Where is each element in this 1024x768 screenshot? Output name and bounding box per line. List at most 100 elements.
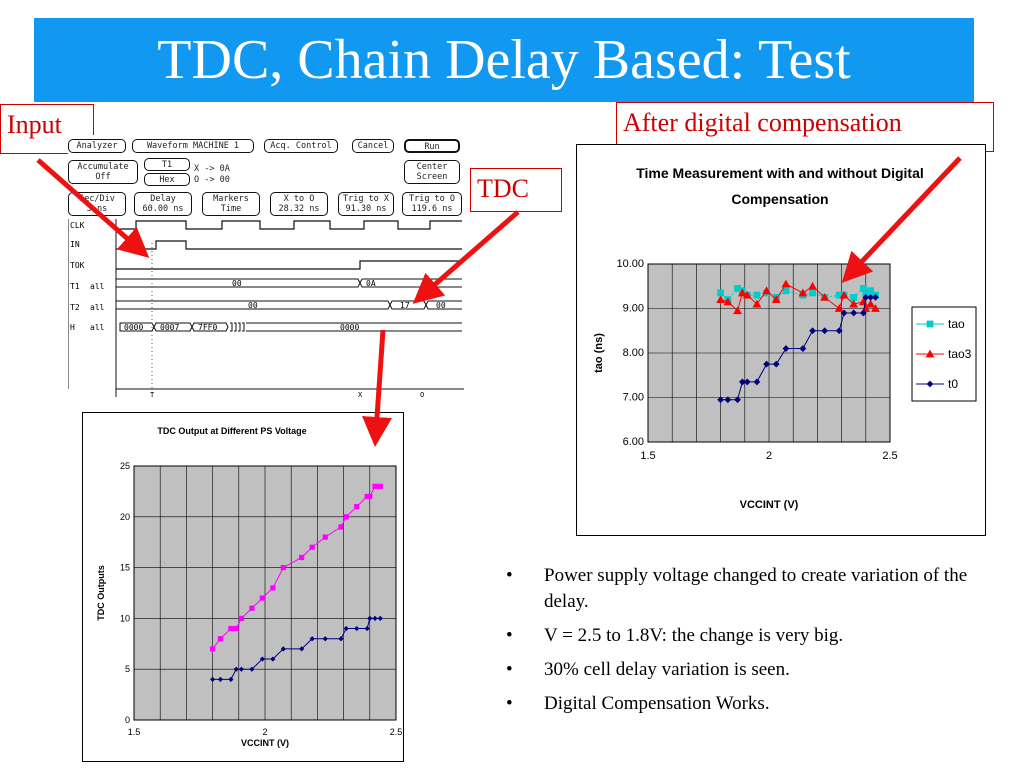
waveform-machine-button[interactable]: Waveform MACHINE 1	[132, 139, 254, 153]
signal-label-in: IN	[70, 240, 80, 249]
trig-to-o-label: Trig to O	[408, 194, 456, 204]
chart2-point-t0	[850, 309, 858, 317]
hex-select[interactable]: Hex	[144, 173, 190, 186]
chart2-legend-marker	[926, 320, 934, 328]
chart1-ytick-label: 10	[120, 613, 130, 623]
chart1-ytick-label: 20	[120, 512, 130, 522]
bullet-dot: •	[506, 625, 513, 646]
cancel-button[interactable]: Cancel	[352, 139, 394, 153]
center-screen-button[interactable]: Center Screen	[404, 160, 460, 184]
chart2-xtick-label: 2	[766, 450, 772, 462]
bullet-item: • 30% cell delay variation is seen.	[500, 657, 1000, 683]
chart1-ytick-label: 5	[125, 664, 130, 674]
trig-to-x-label: Trig to X	[342, 194, 390, 204]
chart1-xlabel: VCCINT (V)	[241, 738, 289, 748]
acq-control-button[interactable]: Acq. Control	[264, 139, 338, 153]
chart2-legend-marker	[925, 349, 935, 358]
chart1-point-n2	[228, 625, 234, 632]
chart2-legend-label: tao3	[948, 347, 972, 361]
h-value-b: 0007	[160, 323, 179, 332]
chart1-point-n2	[249, 605, 255, 611]
x-to-o-button[interactable]: X to O 28.32 ns	[270, 192, 328, 216]
chart2-point-tao3	[871, 304, 880, 312]
t1-select[interactable]: T1	[144, 158, 190, 171]
chart2-ytick-label: 6.00	[623, 436, 644, 448]
chart2-point-tao3	[737, 288, 747, 297]
chart2-point-tao	[809, 289, 816, 297]
chart2-legend-marker	[926, 380, 934, 388]
trig-to-x-button[interactable]: Trig to X 91.30 ns	[338, 192, 394, 216]
delay-button[interactable]: Delay 60.00 ns	[134, 192, 192, 216]
chart2-point-t0	[840, 309, 848, 317]
chart2-point-tao3	[752, 299, 762, 308]
sec-div-label: Sec/Div	[79, 194, 115, 204]
signal-label-t2: T2	[70, 303, 80, 312]
chart2-ytick-label: 10.00	[616, 258, 644, 270]
markers-button[interactable]: Markers Time	[202, 192, 260, 216]
logic-analyzer-screen: Analyzer Waveform MACHINE 1 Acq. Control…	[68, 135, 464, 397]
chart1-xtick-label: 1.5	[128, 727, 141, 737]
chart1-point-N1	[217, 676, 224, 682]
h-bus	[119, 322, 462, 332]
chart2-point-tao3	[858, 297, 868, 306]
callout-input: Input	[0, 104, 94, 154]
chart1-ylabel: TDC Outputs	[96, 565, 106, 621]
callout-tdc: TDC	[470, 168, 562, 212]
bullet-dot: •	[506, 693, 513, 714]
chart2-point-t0	[743, 378, 751, 386]
o-marker: O	[420, 391, 424, 397]
t1-value-a: 00	[232, 279, 242, 288]
chart1-point-n2	[354, 504, 360, 510]
chart1-ytick-label: 0	[125, 715, 130, 725]
signal-label-clk: CLK	[70, 221, 85, 230]
chart2-legend-label: t0	[948, 377, 958, 391]
chart2-point-tao	[862, 289, 870, 297]
chart2-point-tao3	[733, 306, 742, 315]
chart1-point-n2	[217, 636, 224, 642]
chart1-ytick-label: 15	[120, 563, 130, 573]
chart2-point-tao3	[716, 295, 725, 303]
h-value-c: 7FF0	[198, 323, 217, 332]
bullet-text: 30% cell delay variation is seen.	[544, 659, 790, 680]
waveform-display: CLK IN TOK T1 all T2 all H all 00 0A 00 …	[68, 219, 464, 397]
chart1-point-N1	[372, 615, 378, 621]
bullet-dot: •	[506, 565, 513, 586]
delay-value: 60.00 ns	[142, 204, 184, 214]
marker-o-readout: O -> 00	[194, 175, 230, 185]
t2-value-a: 00	[248, 301, 258, 310]
chart1-point-N1	[238, 666, 245, 672]
chart2-ytick-label: 7.00	[623, 392, 644, 404]
chart2-point-t0	[753, 378, 761, 386]
sec-div-button[interactable]: Sec/Div 5 ns	[68, 192, 126, 216]
chart1-point-N1	[249, 666, 255, 672]
chart2-xlabel: VCCINT (V)	[740, 499, 799, 511]
chart1-point-n2	[338, 524, 344, 530]
chart2-point-tao3	[798, 288, 808, 297]
analyzer-button[interactable]: Analyzer	[68, 139, 126, 153]
chart2-ytick-label: 9.00	[623, 303, 644, 315]
title-bar: TDC, Chain Delay Based: Test	[34, 18, 974, 102]
chart2-point-t0	[738, 378, 746, 386]
signal-label-t1: T1	[70, 282, 80, 291]
accumulate-value: Off	[95, 172, 111, 182]
chart2-point-t0	[717, 396, 724, 404]
bullet-text: Power supply voltage changed to create v…	[544, 565, 968, 612]
trig-to-o-button[interactable]: Trig to O 119.6 ns	[402, 192, 462, 216]
t1-value-b: 0A	[366, 279, 376, 288]
chart1-point-N1	[377, 615, 383, 621]
chart1-ytick-label: 25	[120, 461, 130, 471]
chart2-point-tao	[753, 291, 761, 299]
signal-suffix-t1: all	[90, 282, 105, 291]
chart2-point-tao3	[781, 279, 791, 288]
chart1-point-n2	[322, 534, 328, 540]
run-button[interactable]: Run	[404, 139, 460, 153]
chart2-point-tao3	[839, 290, 849, 299]
delay-label: Delay	[150, 194, 176, 204]
in-waveform	[116, 240, 462, 250]
chart2-point-tao3	[762, 286, 771, 295]
chart2-xtick-label: 1.5	[640, 450, 655, 462]
chart2-point-tao	[835, 291, 843, 299]
chart1-point-N1	[299, 646, 305, 652]
accumulate-button[interactable]: Accumulate Off	[68, 160, 138, 184]
signal-suffix-t2: all	[90, 303, 105, 312]
